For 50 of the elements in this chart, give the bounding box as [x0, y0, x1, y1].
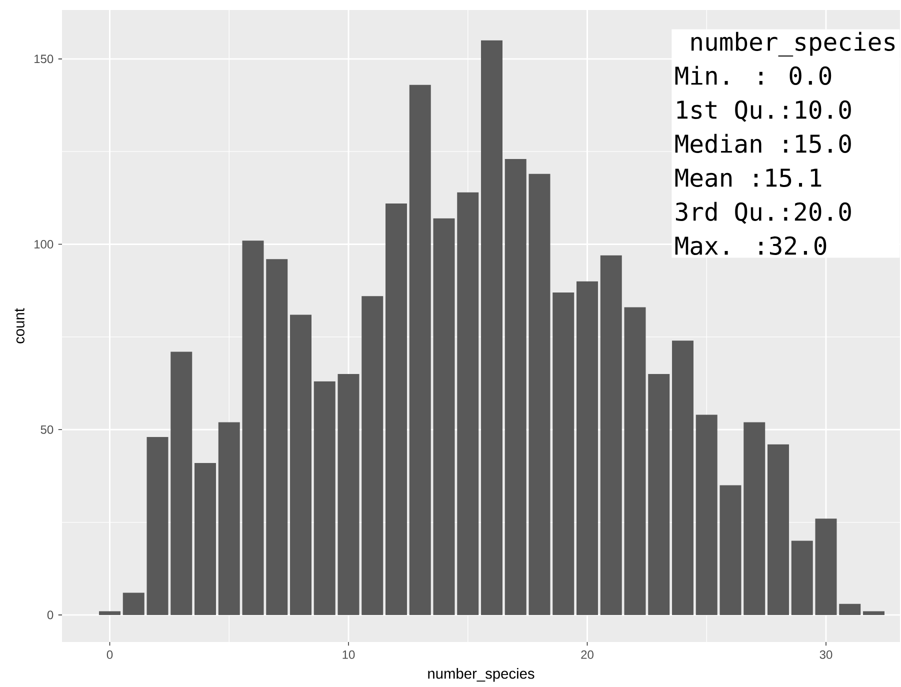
bar [362, 296, 384, 615]
annotation: Min. : 0.0 [675, 66, 832, 86]
y-tick-label: 100 [34, 240, 54, 249]
bar [815, 518, 837, 615]
bar [481, 40, 502, 615]
bar [170, 352, 192, 615]
x-tick-label: 0 [106, 650, 113, 659]
x-tick-label: 30 [820, 650, 832, 659]
y-tick-label: 150 [34, 54, 54, 64]
bar [696, 414, 718, 615]
annotation: Median :15.0 [675, 134, 851, 154]
y-axis-title: count [14, 308, 24, 344]
bar [552, 292, 574, 615]
bar [528, 174, 550, 615]
bar [386, 203, 407, 615]
bar [791, 540, 813, 615]
bar [338, 374, 360, 615]
annotation: 1st Qu.:10.0 [677, 100, 851, 122]
bar [409, 84, 431, 615]
y-tick-label: 0 [47, 610, 54, 620]
bar [457, 192, 479, 615]
bar [768, 444, 789, 615]
bar [266, 259, 288, 615]
bar [146, 437, 168, 615]
x-tick-label: 10 [342, 650, 355, 659]
bar [218, 422, 240, 615]
bar [576, 281, 598, 615]
bar [863, 611, 884, 615]
x-axis-title: number_species [428, 668, 534, 682]
bar [290, 314, 312, 615]
bar [720, 485, 742, 615]
bar [648, 374, 670, 615]
annotation: Mean :15.1 [675, 168, 822, 188]
bar [504, 159, 526, 615]
bar [314, 381, 336, 615]
bar [600, 255, 622, 615]
bar [839, 604, 861, 615]
x-tick-label: 20 [581, 650, 594, 659]
annotation: number_species [692, 32, 895, 56]
bar [744, 422, 766, 615]
bar [242, 240, 264, 615]
annotation: Max. :32.0 [675, 236, 826, 256]
annotation: 3rd Qu.:20.0 [676, 202, 851, 224]
bar [122, 592, 144, 615]
bar [433, 218, 455, 615]
y-tick-label: 50 [40, 425, 54, 434]
bar [194, 462, 216, 615]
bar [672, 340, 694, 615]
bar [99, 611, 120, 615]
bar [624, 307, 646, 615]
